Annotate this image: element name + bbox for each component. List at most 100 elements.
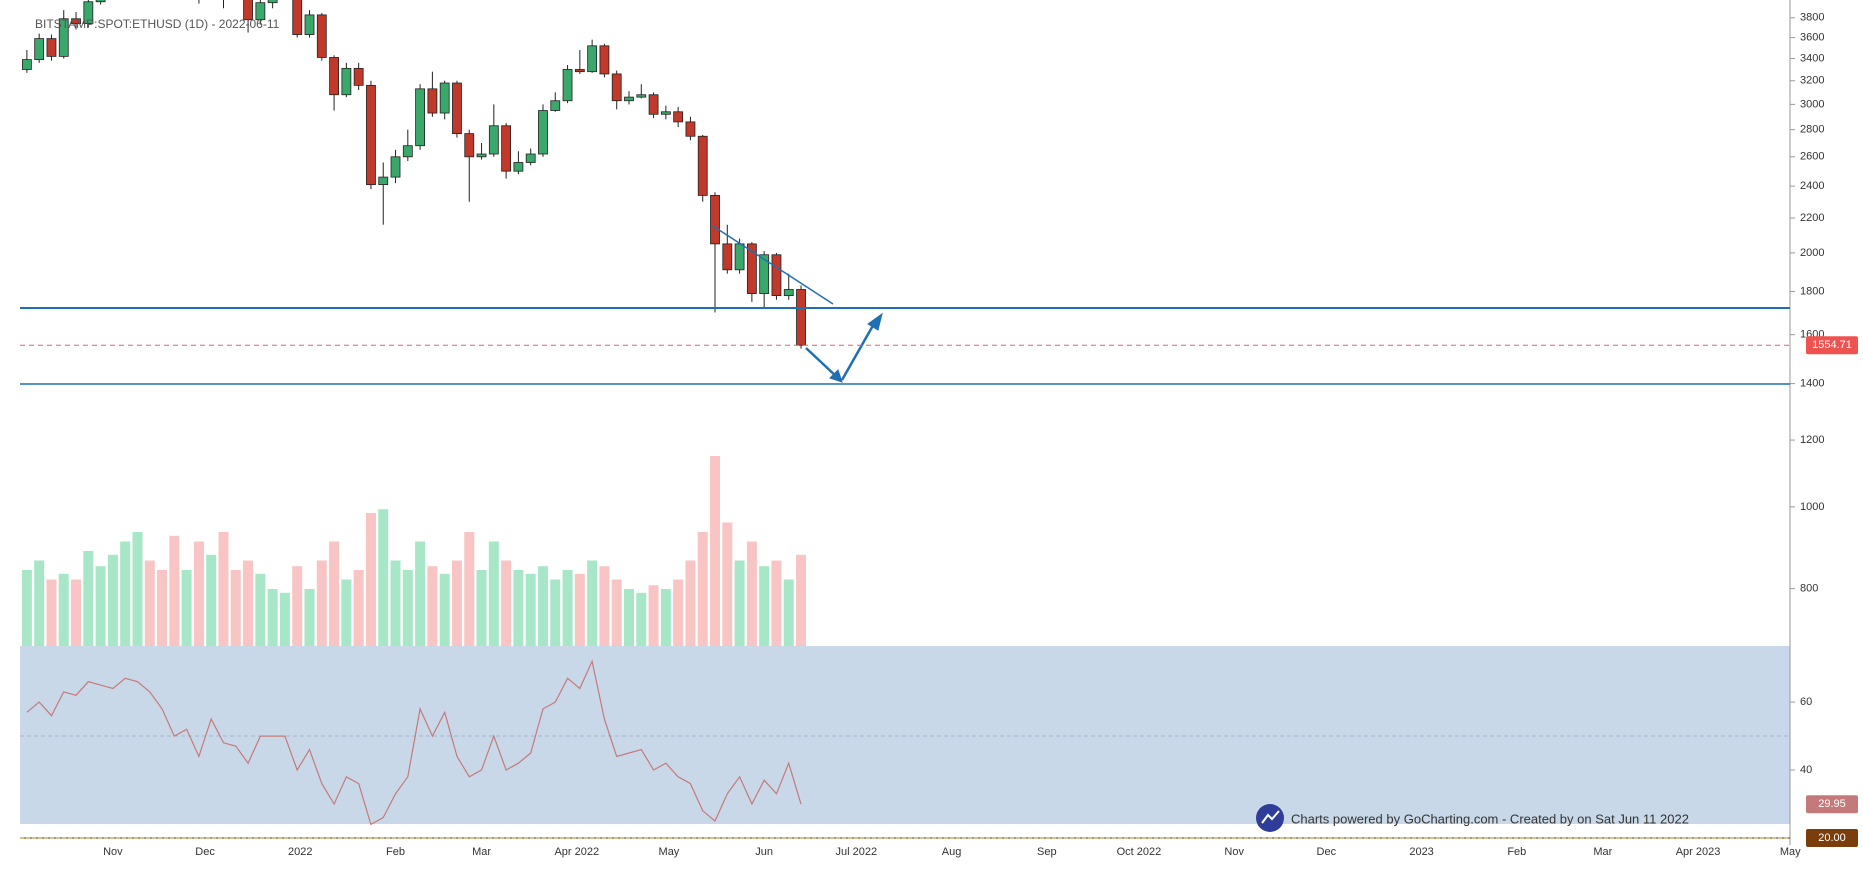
volume-bar — [759, 566, 770, 646]
volume-bar — [402, 570, 413, 646]
volume-bar — [132, 532, 143, 646]
candle-body — [267, 0, 278, 4]
volume-bar — [783, 579, 794, 646]
volume-bar — [734, 560, 745, 646]
candle-body — [329, 57, 339, 96]
candle-body — [624, 96, 634, 102]
x-tick-label: Apr 2023 — [1676, 846, 1721, 858]
price-pane — [21, 0, 807, 646]
drawings — [20, 225, 1790, 385]
y-tick-label: 3000 — [1800, 98, 1824, 110]
x-tick-label: Feb — [1507, 846, 1526, 858]
candle-body — [21, 59, 32, 70]
x-tick-label: Jun — [755, 846, 773, 858]
rsi-value-box — [1806, 795, 1858, 814]
arrow-up — [840, 321, 877, 381]
volume-bar — [451, 560, 462, 646]
axes: 8001000120014001600180020002200240026002… — [103, 12, 1824, 858]
candle-body — [292, 0, 303, 35]
x-tick-label: Apr 2022 — [554, 846, 599, 858]
candle-body — [58, 18, 69, 57]
volume-bar — [292, 566, 303, 646]
volume-bar — [464, 532, 475, 646]
x-tick-label: 2022 — [288, 846, 312, 858]
y-tick-label: 1000 — [1800, 501, 1824, 513]
candle-body — [574, 69, 585, 73]
volume-bar — [378, 509, 389, 646]
candle-body — [759, 254, 770, 294]
volume-bar — [771, 560, 782, 646]
y-tick-label: 20.00 — [1818, 832, 1846, 844]
x-tick-label: Mar — [472, 846, 491, 858]
volume-bar — [611, 579, 622, 646]
candle-body — [95, 0, 106, 3]
candle-body — [501, 125, 512, 172]
candle-body — [587, 45, 598, 73]
volume-bar — [95, 566, 106, 646]
candle-body — [415, 88, 426, 147]
volume-bar — [697, 532, 708, 646]
volume-bar — [537, 566, 548, 646]
x-tick-label: Oct 2022 — [1117, 846, 1162, 858]
volume-bar — [722, 522, 733, 646]
volume-bar — [574, 573, 585, 646]
volume-bar — [83, 551, 94, 646]
x-tick-label: Dec — [1317, 846, 1337, 858]
candle-body — [366, 84, 376, 186]
candle-body — [316, 14, 327, 58]
y-tick-label: 2200 — [1800, 212, 1824, 224]
candle-body — [427, 88, 438, 114]
volume-bar — [501, 560, 512, 646]
arrow-head — [829, 369, 843, 383]
volume-bar — [21, 570, 32, 646]
candle-body — [255, 2, 266, 21]
y-tick-label: 3200 — [1800, 75, 1824, 87]
volume-bar — [439, 573, 450, 646]
volume-bar — [599, 566, 610, 646]
candle-body — [243, 0, 253, 21]
volume-bar — [796, 554, 807, 646]
rsi-line — [26, 659, 802, 826]
volume-bar — [390, 560, 401, 646]
candle-body — [771, 254, 782, 297]
candle-body — [550, 100, 561, 111]
chart-title: BITSTAMP:SPOT:ETHUSD (1D) - 2022-06-11 — [35, 17, 280, 31]
candle-body — [341, 67, 352, 96]
trend-line — [712, 225, 834, 305]
volume-bar — [316, 560, 327, 646]
volume-bar — [488, 541, 499, 646]
y-tick-label: 40 — [1800, 764, 1812, 776]
volume-bar — [255, 573, 266, 646]
x-tick-label: Feb — [386, 846, 405, 858]
volume-bar — [267, 589, 278, 646]
candle-body — [488, 125, 499, 155]
volume-bar — [329, 541, 340, 646]
candle-body — [796, 289, 806, 346]
candle-body — [538, 110, 548, 155]
volume-bar — [193, 541, 204, 646]
candle-body — [525, 153, 536, 163]
y-tick-label: 1200 — [1800, 434, 1824, 446]
candle-body — [697, 135, 708, 196]
candle-body — [46, 38, 57, 57]
volume-bar — [415, 541, 426, 646]
volume-bar — [365, 513, 376, 646]
volume-bar — [636, 592, 647, 646]
candle-body — [636, 94, 647, 98]
volume-bar — [660, 589, 671, 646]
y-tick-label: 2000 — [1800, 247, 1824, 259]
x-tick-label: Aug — [942, 846, 962, 858]
y-tick-label: 3400 — [1800, 52, 1824, 64]
x-tick-label: Sep — [1037, 846, 1057, 858]
x-tick-label: Mar — [1593, 846, 1612, 858]
volume-bar — [525, 573, 536, 646]
volume-bar — [144, 560, 155, 646]
volume-bar — [181, 570, 192, 646]
volume-bar — [157, 570, 168, 646]
volume-bar — [648, 585, 659, 646]
candle-body — [673, 111, 684, 123]
volume-bar — [746, 541, 757, 646]
logo-icon — [1261, 810, 1280, 824]
y-tick-label: 800 — [1800, 583, 1818, 595]
